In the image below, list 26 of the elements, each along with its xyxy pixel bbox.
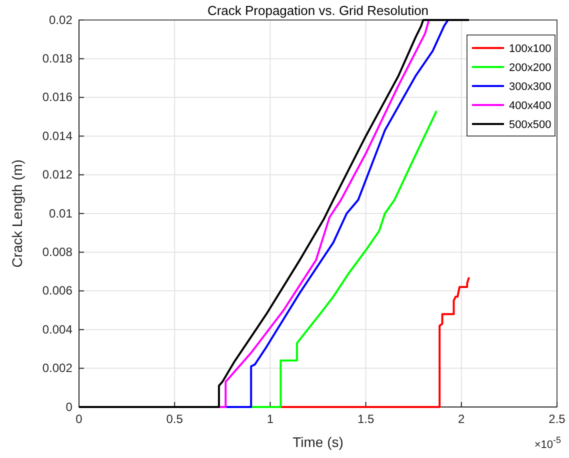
y-tick-label: 0.018 — [42, 52, 73, 66]
y-tick-label: 0.01 — [49, 206, 73, 220]
y-tick-label: 0.016 — [42, 90, 73, 104]
x-tick-label: 1.5 — [357, 412, 374, 426]
y-axis-title: Crack Length (m) — [9, 159, 25, 268]
x-tick-label: 0.5 — [166, 412, 184, 426]
x-tick-label: 0 — [76, 412, 83, 426]
y-tick-label: 0.004 — [42, 322, 73, 336]
legend-label: 500x500 — [509, 119, 552, 131]
y-tick-label: 0.014 — [42, 128, 73, 143]
y-tick-label: 0.006 — [42, 284, 73, 298]
legend-label: 400x400 — [509, 100, 552, 112]
x-axis-title: Time (s) — [292, 434, 344, 450]
legend-label: 200x200 — [509, 62, 552, 74]
chart-title: Crack Propagation vs. Grid Resolution — [207, 3, 429, 18]
y-tick-label: 0.012 — [42, 168, 73, 182]
y-tick-label: 0 — [66, 400, 73, 414]
x-tick-label: 1 — [266, 412, 274, 426]
legend-label: 100x100 — [509, 43, 552, 55]
x-tick-label: 2 — [458, 412, 466, 426]
y-tick-label: 0.002 — [42, 361, 73, 376]
text: ×10$^{-5}$ — [534, 435, 561, 451]
y-tick-label: 0.02 — [49, 12, 73, 27]
y-tick-label: 0.008 — [42, 245, 73, 260]
x-tick-label: 2.5 — [548, 412, 566, 426]
legend-label: 300x300 — [509, 81, 552, 93]
